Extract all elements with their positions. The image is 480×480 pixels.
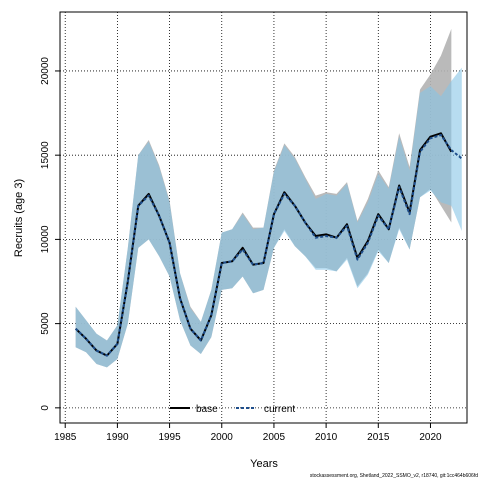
y-tick-label: 10000: [40, 225, 51, 253]
x-tick-label: 1995: [158, 432, 181, 443]
y-axis-title: Recruits (age 3): [13, 179, 25, 257]
confidence-bands: [75, 28, 462, 368]
legend-label-current: current: [264, 404, 295, 415]
x-tick-label: 2020: [419, 432, 442, 443]
source-caption: stockassessment.org, Shetland_2022_SSMO_…: [310, 473, 478, 479]
band-current: [75, 67, 462, 368]
x-tick-label: 2005: [263, 432, 286, 443]
y-tick-label: 5000: [40, 312, 51, 335]
x-tick-label: 1990: [106, 432, 129, 443]
y-axis: 0 5000 10000 15000 20000: [40, 57, 60, 411]
x-tick-label: 2000: [211, 432, 234, 443]
x-tick-label: 1985: [54, 432, 77, 443]
x-tick-label: 2015: [367, 432, 390, 443]
y-tick-label: 0: [40, 405, 51, 411]
x-tick-label: 2010: [315, 432, 338, 443]
x-axis: 1985 1990 1995 2000 2005 2010 2015 2020: [54, 423, 442, 443]
plot-frame: [59, 11, 468, 424]
x-axis-title: Years: [250, 458, 278, 470]
y-tick-label: 15000: [40, 141, 51, 169]
y-tick-label: 20000: [40, 57, 51, 85]
legend: base current: [170, 404, 295, 415]
legend-label-base: base: [196, 404, 218, 415]
series-lines: [74, 132, 463, 357]
